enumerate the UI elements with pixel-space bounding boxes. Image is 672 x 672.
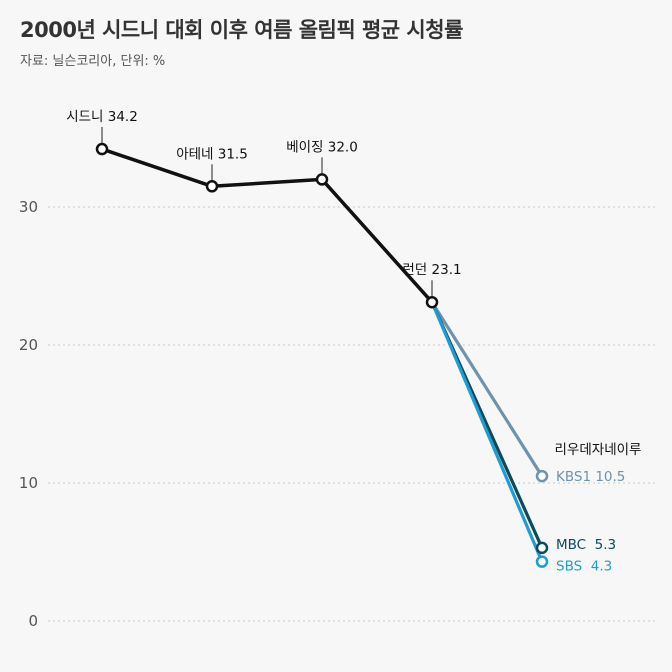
branch-label: 리우데자네이루 xyxy=(555,442,642,458)
data-label: 베이징 32.0 xyxy=(286,139,358,155)
data-label: 시드니 34.2 xyxy=(66,109,138,125)
y-tick-label: 0 xyxy=(28,612,38,630)
series-label-sbs: SBS 4.3 xyxy=(556,559,612,575)
data-point-4 xyxy=(425,295,439,309)
chart-title: 2000년 시드니 대회 이후 여름 올림픽 평균 시청률 xyxy=(20,18,463,42)
data-point-mbc xyxy=(535,541,549,555)
data-point-kbs1 xyxy=(535,469,549,483)
y-tick-label: 10 xyxy=(19,474,38,492)
series-label-mbc: MBC 5.3 xyxy=(556,537,616,553)
data-label: 런던 23.1 xyxy=(402,262,461,278)
data-point-sbs xyxy=(535,555,549,568)
data-label: 아테네 31.5 xyxy=(176,146,248,162)
data-point-3 xyxy=(315,173,329,186)
series-line-sbs xyxy=(430,300,544,564)
data-point-1 xyxy=(95,142,109,156)
chart-subtitle: 자료: 닐슨코리아, 단위: % xyxy=(20,54,166,69)
y-tick-label: 20 xyxy=(19,336,38,354)
y-tick-label: 30 xyxy=(19,198,38,216)
series-line-kbs1 xyxy=(430,300,544,478)
series-line-common xyxy=(101,147,434,304)
data-point-2 xyxy=(205,180,219,193)
series-label-kbs1: KBS1 10.5 xyxy=(556,469,625,485)
